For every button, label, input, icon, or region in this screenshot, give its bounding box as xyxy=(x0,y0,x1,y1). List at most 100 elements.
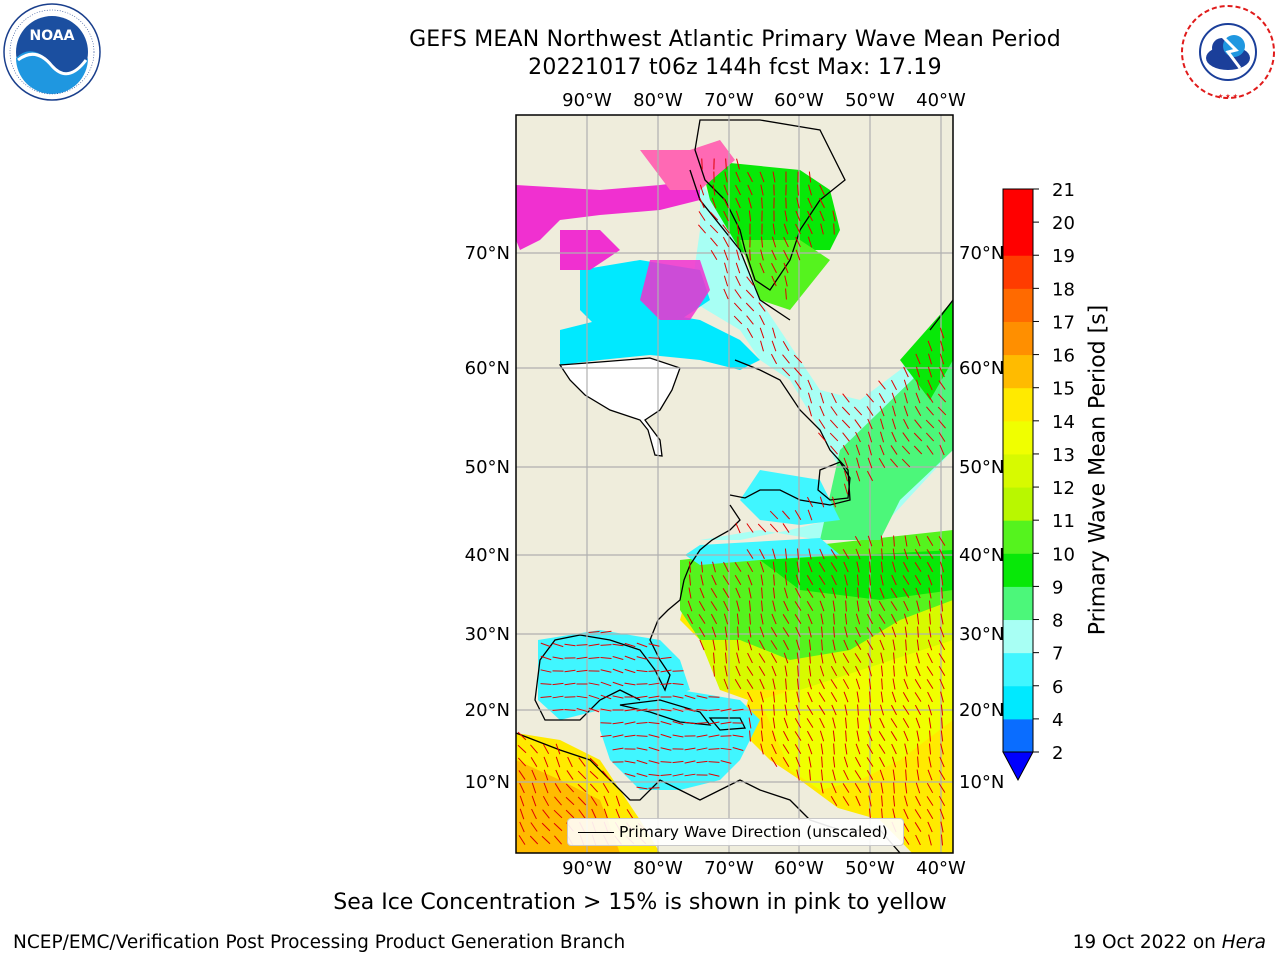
wave-arrow xyxy=(929,730,931,742)
wave-arrow xyxy=(818,692,826,702)
wave-arrow xyxy=(576,644,588,646)
wave-arrow xyxy=(832,496,836,508)
wave-arrow xyxy=(819,392,825,404)
wave-arrow xyxy=(927,691,933,703)
wave-arrow xyxy=(735,171,741,183)
wave-arrow xyxy=(808,548,812,560)
wave-arrow xyxy=(830,562,838,572)
wave-arrow xyxy=(832,756,836,768)
wave-arrow xyxy=(735,665,741,677)
wave-arrow xyxy=(820,769,824,781)
wave-arrow xyxy=(892,795,896,807)
wave-arrow xyxy=(927,340,933,352)
wave-arrow xyxy=(832,626,836,638)
wave-arrow xyxy=(760,340,764,352)
wave-arrow xyxy=(588,707,600,713)
wave-arrow xyxy=(589,757,599,767)
wave-arrow xyxy=(868,548,872,560)
wave-arrow xyxy=(901,458,911,468)
wave-arrow xyxy=(519,808,525,820)
wave-arrow xyxy=(746,561,754,573)
wave-arrow xyxy=(698,211,706,221)
wave-arrow xyxy=(770,353,778,365)
colorbar-segment xyxy=(1003,718,1033,753)
wave-arrow xyxy=(748,626,752,638)
wave-arrow xyxy=(603,808,609,820)
colorbar-segment xyxy=(1003,586,1033,621)
lon-tick-bottom-80w: 80°W xyxy=(633,858,683,879)
wave-arrow xyxy=(904,665,908,677)
wave-arrow xyxy=(723,613,729,625)
wave-arrow xyxy=(868,808,872,820)
wave-arrow xyxy=(785,288,787,300)
wave-arrow xyxy=(784,704,788,716)
wave-arrow xyxy=(831,392,837,404)
wave-arrow xyxy=(711,626,717,638)
wave-arrow xyxy=(648,734,660,738)
wave-arrow xyxy=(612,695,624,699)
wave-arrow xyxy=(759,561,765,573)
wave-arrow xyxy=(927,652,933,664)
wave-arrow xyxy=(844,587,848,599)
wave-arrow xyxy=(783,249,789,261)
wave-arrow xyxy=(867,457,873,469)
wave-arrow xyxy=(708,696,720,698)
wave-arrow xyxy=(770,626,778,638)
wave-arrow xyxy=(696,734,708,738)
wave-arrow xyxy=(915,665,921,677)
wave-arrow xyxy=(795,574,801,586)
wave-arrow xyxy=(784,210,788,222)
sea-ice-note: Sea Ice Concentration > 15% is shown in … xyxy=(333,890,947,915)
wave-arrow xyxy=(903,730,909,742)
lat-tick-left-60n: 60°N xyxy=(465,358,510,379)
wave-arrow xyxy=(880,665,884,677)
wave-arrow xyxy=(636,642,648,648)
wave-arrow xyxy=(903,379,909,391)
wave-arrow xyxy=(734,679,742,689)
wave-arrow xyxy=(903,405,909,417)
wave-arrow xyxy=(782,627,790,637)
wave-arrow xyxy=(807,223,813,235)
legend-label: Primary Wave Direction (unscaled) xyxy=(619,823,888,841)
wave-arrow xyxy=(879,639,885,651)
wave-arrow xyxy=(854,640,862,650)
wave-arrow xyxy=(808,665,812,677)
wave-arrow xyxy=(624,772,636,778)
wave-arrow xyxy=(760,730,764,742)
wave-arrow xyxy=(853,406,863,416)
lat-tick-right-70n: 70°N xyxy=(959,243,1004,264)
wave-arrow xyxy=(636,747,648,751)
wave-arrow xyxy=(794,731,802,741)
wave-arrow xyxy=(914,548,922,560)
wave-arrow xyxy=(759,548,765,560)
wave-arrow xyxy=(903,600,909,612)
wave-arrow xyxy=(759,314,765,326)
wave-arrow xyxy=(929,613,931,625)
wave-arrow xyxy=(880,652,884,664)
wave-arrow xyxy=(830,692,838,702)
wave-arrow xyxy=(772,600,776,612)
wave-arrow xyxy=(565,783,575,793)
wave-arrow xyxy=(794,380,802,390)
wave-arrow xyxy=(938,639,946,651)
wave-arrow xyxy=(868,587,872,599)
wave-arrow xyxy=(624,655,636,661)
wave-arrow xyxy=(723,288,729,300)
wave-arrow xyxy=(770,652,778,664)
wave-arrow xyxy=(636,722,648,724)
wave-arrow xyxy=(648,695,660,699)
wave-arrow xyxy=(770,757,778,767)
wave-arrow xyxy=(732,747,744,751)
wave-arrow xyxy=(564,643,576,647)
wave-arrow xyxy=(926,445,934,455)
wave-arrow xyxy=(926,561,934,573)
nws-logo: ★ ★ ★ xyxy=(1180,4,1276,100)
wave-arrow xyxy=(807,236,813,248)
wave-arrow xyxy=(915,535,921,547)
wave-arrow xyxy=(890,458,898,468)
wave-arrow xyxy=(903,678,909,690)
wave-arrow xyxy=(531,795,537,807)
wave-arrow xyxy=(879,704,885,716)
wave-arrow xyxy=(636,759,648,765)
wave-arrow xyxy=(553,809,563,819)
